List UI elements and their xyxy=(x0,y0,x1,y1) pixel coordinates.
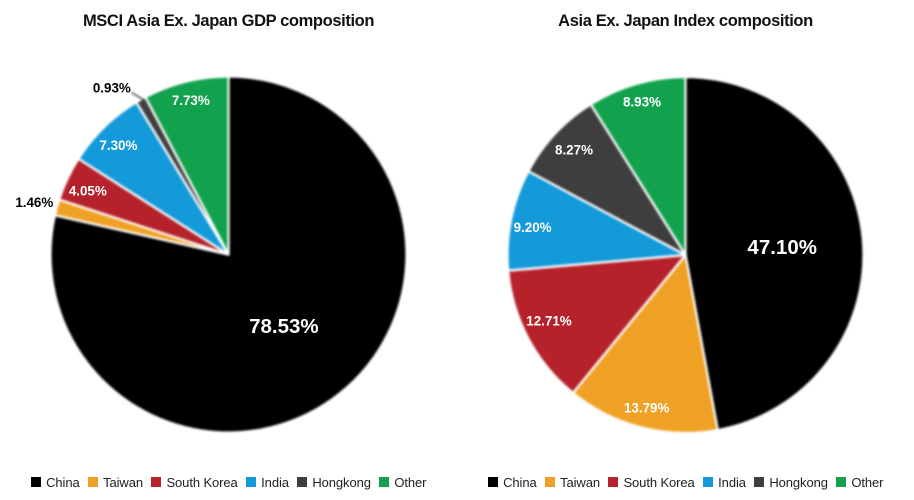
svg-text:47.10%: 47.10% xyxy=(747,236,817,259)
svg-text:7.73%: 7.73% xyxy=(172,93,210,108)
svg-text:13.79%: 13.79% xyxy=(624,401,670,416)
svg-text:8.93%: 8.93% xyxy=(623,95,661,110)
svg-text:4.05%: 4.05% xyxy=(69,184,107,199)
svg-text:9.20%: 9.20% xyxy=(514,220,552,235)
svg-text:78.53%: 78.53% xyxy=(249,315,319,338)
svg-text:0.93%: 0.93% xyxy=(93,81,131,96)
svg-text:1.46%: 1.46% xyxy=(15,195,53,210)
svg-text:8.27%: 8.27% xyxy=(555,143,593,158)
svg-text:7.30%: 7.30% xyxy=(99,138,137,153)
svg-text:12.71%: 12.71% xyxy=(526,314,572,329)
